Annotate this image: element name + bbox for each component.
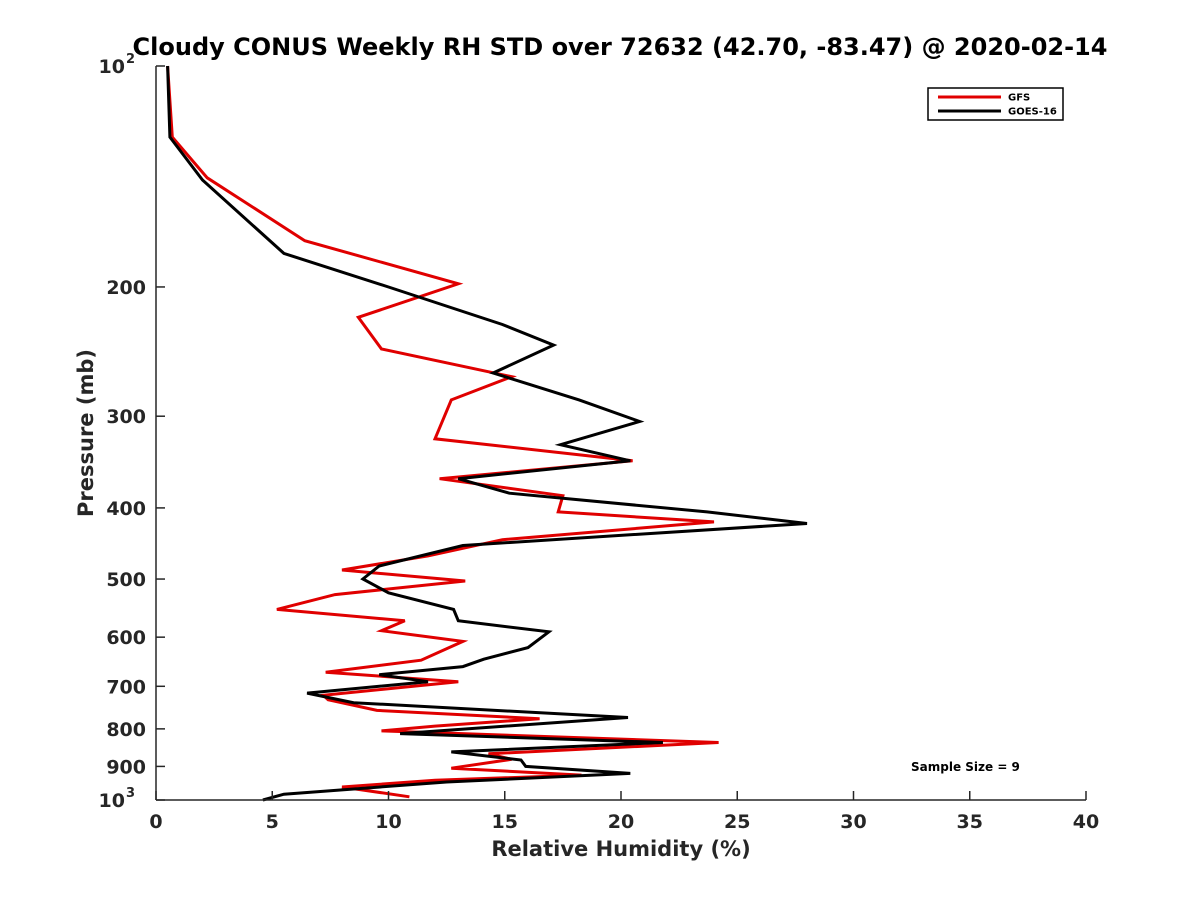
legend: GFS GOES-16 <box>927 87 1064 121</box>
x-tick-label: 35 <box>957 811 983 833</box>
x-tick-label: 5 <box>266 811 279 833</box>
legend-box <box>927 87 1064 121</box>
series-line-gfs <box>166 65 719 799</box>
y-tick-label: 300 <box>106 406 146 428</box>
legend-label-gfs: GFS <box>1008 93 1030 104</box>
series-line-goes16 <box>166 65 808 802</box>
y-tick-label: 500 <box>106 569 146 591</box>
y-tick-exponent: 3 <box>126 786 135 801</box>
y-tick-label: 10 <box>99 56 125 78</box>
x-tick-label: 20 <box>608 811 634 833</box>
sample-size-annotation: Sample Size = 9 <box>911 760 1020 774</box>
y-axis-label: Pressure (mb) <box>74 349 98 517</box>
x-tick-label: 30 <box>840 811 866 833</box>
y-tick-label: 400 <box>106 498 146 520</box>
x-tick-label: 0 <box>149 811 162 833</box>
y-tick-label: 800 <box>106 719 146 741</box>
y-tick-label: 200 <box>106 277 146 299</box>
x-tick-label: 40 <box>1073 811 1099 833</box>
x-axis-label: Relative Humidity (%) <box>491 837 750 861</box>
y-tick-label: 700 <box>106 676 146 698</box>
y-tick-exponent: 2 <box>126 52 135 67</box>
x-tick-label: 25 <box>724 811 750 833</box>
legend-label-goes16: GOES-16 <box>1008 107 1057 118</box>
series-layer <box>166 65 808 802</box>
plot-background <box>156 66 1086 800</box>
y-tick-label: 900 <box>106 756 146 778</box>
x-tick-label: 10 <box>375 811 401 833</box>
chart-title: Cloudy CONUS Weekly RH STD over 72632 (4… <box>133 33 1108 61</box>
plot-area: 0 5 10 15 20 25 30 35 40 10 220030040050060070080… <box>99 52 1100 833</box>
y-tick-label: 10 <box>99 790 125 812</box>
x-tick-label: 15 <box>492 811 518 833</box>
y-tick-label: 600 <box>106 627 146 649</box>
x-axis-ticks: 0 5 10 15 20 25 30 35 40 <box>149 791 1099 833</box>
